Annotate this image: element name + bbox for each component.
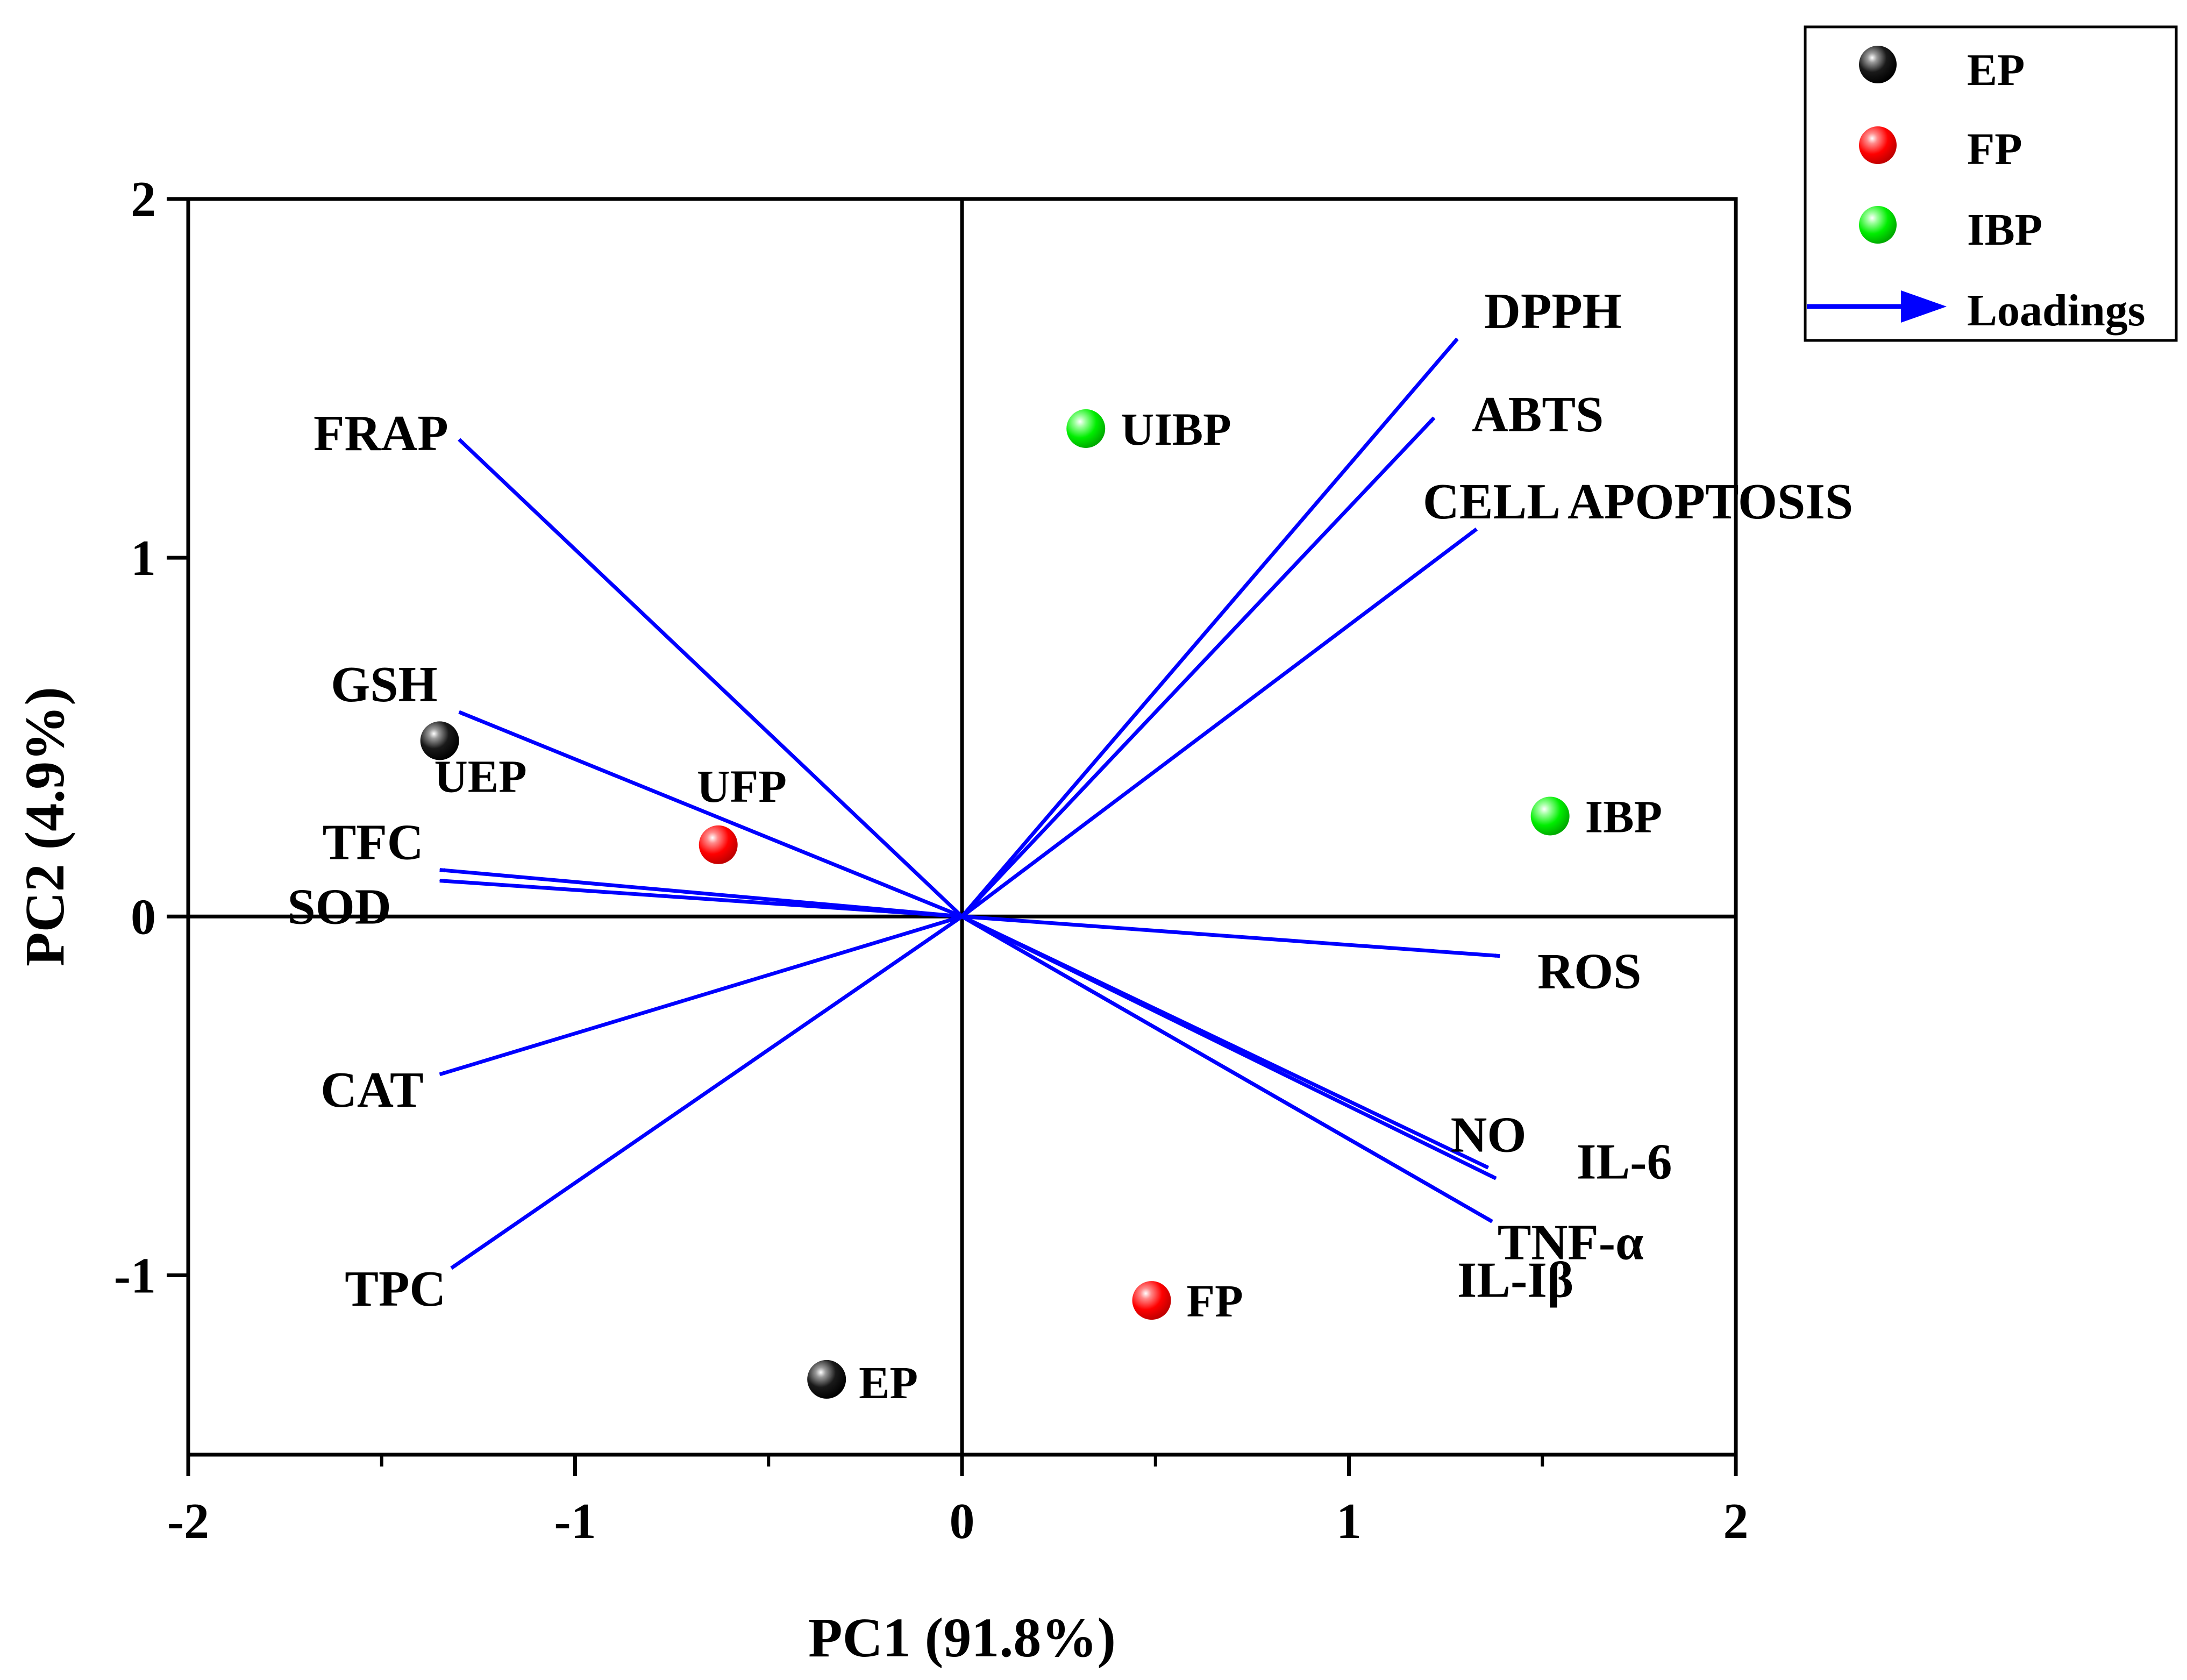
- x-tick-label: -2: [167, 1493, 209, 1549]
- x-tick-label: 1: [1336, 1493, 1362, 1549]
- score-label-uibp: UIBP: [1121, 403, 1231, 455]
- loading-arrow-il-6: [961, 915, 1497, 1180]
- legend-label-loadings: Loadings: [1967, 286, 2146, 336]
- score-label-fp: FP: [1187, 1275, 1243, 1327]
- loading-arrow-frap: [458, 438, 964, 918]
- loading-label-tfc: TFC: [323, 815, 424, 871]
- y-tick-label: 1: [131, 530, 156, 586]
- score-point-uibp: [1066, 409, 1106, 448]
- x-axis-ticks: -2 -1 0 1 2: [167, 1455, 1749, 1549]
- loading-label-cat: CAT: [320, 1062, 424, 1118]
- loading-label-il-6: IL-6: [1577, 1134, 1672, 1190]
- score-point-ibp: [1530, 796, 1570, 836]
- x-tick-label: 2: [1723, 1493, 1749, 1549]
- x-tick-label: 0: [950, 1493, 975, 1549]
- loading-label-gsh: GSH: [331, 657, 438, 713]
- loading-label-abts: ABTS: [1472, 387, 1604, 443]
- y-axis-title: PC2 (4.9%): [14, 687, 76, 966]
- y-tick-label: -1: [114, 1248, 156, 1304]
- loading-label-il-i: IL-Iβ: [1457, 1252, 1574, 1308]
- score-points: UEP EP UFP FP UIBP IBP: [420, 403, 1662, 1408]
- score-point-uep: [420, 721, 459, 760]
- legend-label-ep: EP: [1967, 45, 2025, 95]
- loading-arrow-abts: [960, 416, 1436, 918]
- legend: EP FP IBP Loadings: [1804, 25, 2178, 342]
- loading-arrow-cell-apoptosis: [960, 527, 1478, 919]
- loading-label-no: NO: [1451, 1107, 1527, 1163]
- loading-vectors: DPPH ABTS CELL APOPTOSIS ROS NO IL-6 TNF-αIL-I…: [287, 283, 1853, 1317]
- legend-arrowhead-loadings: [1901, 290, 1947, 323]
- loading-label-dpph: DPPH: [1484, 283, 1622, 339]
- loading-label-sod: SOD: [287, 879, 391, 935]
- loading-label-tnf: TNF-α: [1498, 1214, 1644, 1270]
- score-label-ep: EP: [859, 1357, 918, 1408]
- loading-arrow-tpc: [450, 915, 963, 1270]
- loading-label-frap: FRAP: [314, 405, 448, 461]
- x-tick-label: -1: [554, 1493, 596, 1549]
- score-label-uep: UEP: [434, 750, 527, 802]
- y-axis-ticks: -1 0 1 2: [114, 172, 188, 1304]
- legend-marker-ep: [1859, 46, 1897, 83]
- loading-arrow-sod: [439, 879, 963, 919]
- legend-marker-ibp: [1859, 206, 1897, 244]
- loading-label-ros: ROS: [1537, 944, 1641, 1000]
- y-tick-label: 0: [131, 889, 156, 945]
- legend-marker-fp: [1859, 126, 1897, 164]
- loading-label-cell-apoptosis: CELL APOPTOSIS: [1423, 474, 1853, 530]
- score-label-ibp: IBP: [1585, 791, 1662, 842]
- score-point-ep: [807, 1359, 846, 1399]
- loading-arrow-il-i: [961, 915, 1493, 1223]
- score-point-ufp: [699, 825, 738, 864]
- loading-arrow-dpph: [960, 337, 1459, 918]
- legend-label-fp: FP: [1967, 124, 2022, 174]
- loading-label-tpc: TPC: [345, 1261, 446, 1317]
- score-point-fp: [1132, 1281, 1171, 1320]
- x-axis-title: PC1 (91.8%): [808, 1607, 1116, 1669]
- legend-label-ibp: IBP: [1967, 205, 2042, 255]
- loading-arrow-gsh: [458, 710, 963, 919]
- score-label-ufp: UFP: [697, 760, 787, 812]
- loading-arrow-cat: [439, 914, 963, 1077]
- loading-arrow-ros: [961, 914, 1501, 958]
- y-tick-label: 2: [131, 172, 156, 227]
